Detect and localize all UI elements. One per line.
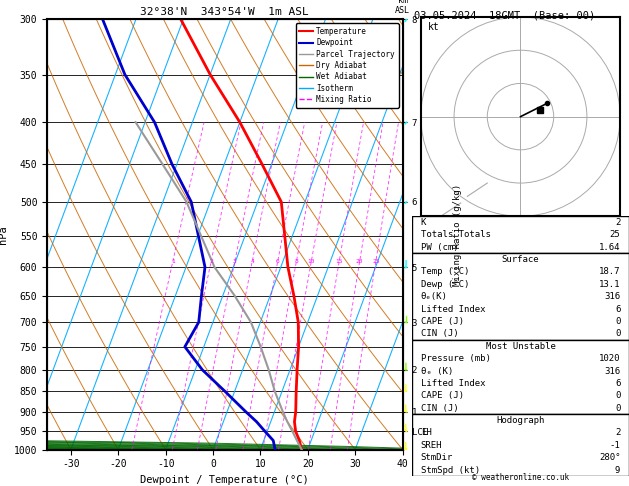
Text: 25: 25 — [372, 259, 380, 263]
Text: 18.7: 18.7 — [599, 267, 620, 277]
Text: 316: 316 — [604, 366, 620, 376]
Text: 10: 10 — [308, 259, 315, 263]
Text: SREH: SREH — [421, 441, 442, 450]
Text: StmDir: StmDir — [421, 453, 453, 462]
Y-axis label: Mixing Ratio (g/kg): Mixing Ratio (g/kg) — [453, 183, 462, 286]
Text: -1: -1 — [610, 441, 620, 450]
Text: StmSpd (kt): StmSpd (kt) — [421, 466, 480, 475]
Text: 20: 20 — [356, 259, 364, 263]
Text: θₑ(K): θₑ(K) — [421, 292, 448, 301]
Bar — [412, 216, 629, 253]
Text: Surface: Surface — [502, 255, 539, 264]
Text: km
ASL: km ASL — [395, 0, 410, 15]
Text: 2: 2 — [615, 429, 620, 437]
Text: 0: 0 — [615, 330, 620, 338]
Text: Temp (°C): Temp (°C) — [421, 267, 469, 277]
Text: 3: 3 — [233, 259, 237, 263]
Text: 316: 316 — [604, 292, 620, 301]
Text: 15: 15 — [335, 259, 343, 263]
Bar — [412, 340, 629, 415]
Text: 1.64: 1.64 — [599, 243, 620, 252]
Text: 9: 9 — [615, 466, 620, 475]
Text: 4: 4 — [250, 259, 254, 263]
Text: 0: 0 — [615, 404, 620, 413]
Text: Totals Totals: Totals Totals — [421, 230, 491, 239]
Text: 1: 1 — [171, 259, 175, 263]
Text: 03.05.2024  18GMT  (Base: 00): 03.05.2024 18GMT (Base: 00) — [414, 11, 595, 21]
Text: © weatheronline.co.uk: © weatheronline.co.uk — [472, 473, 569, 482]
Text: CIN (J): CIN (J) — [421, 330, 459, 338]
Text: Lifted Index: Lifted Index — [421, 305, 485, 313]
Text: 8: 8 — [294, 259, 298, 263]
Text: 6: 6 — [615, 305, 620, 313]
Text: 2: 2 — [209, 259, 213, 263]
Text: 6: 6 — [276, 259, 280, 263]
Text: 6: 6 — [615, 379, 620, 388]
Text: Dewp (°C): Dewp (°C) — [421, 280, 469, 289]
X-axis label: Dewpoint / Temperature (°C): Dewpoint / Temperature (°C) — [140, 475, 309, 485]
Text: Lifted Index: Lifted Index — [421, 379, 485, 388]
Text: EH: EH — [421, 429, 431, 437]
Text: PW (cm): PW (cm) — [421, 243, 459, 252]
Text: kt: kt — [428, 22, 439, 32]
Text: 0: 0 — [615, 391, 620, 400]
Text: 13.1: 13.1 — [599, 280, 620, 289]
Text: 280°: 280° — [599, 453, 620, 462]
Text: Pressure (mb): Pressure (mb) — [421, 354, 491, 363]
Text: 2: 2 — [615, 218, 620, 227]
Text: K: K — [421, 218, 426, 227]
Legend: Temperature, Dewpoint, Parcel Trajectory, Dry Adiabat, Wet Adiabat, Isotherm, Mi: Temperature, Dewpoint, Parcel Trajectory… — [296, 23, 399, 107]
Text: CAPE (J): CAPE (J) — [421, 391, 464, 400]
Title: 32°38'N  343°54'W  1m ASL: 32°38'N 343°54'W 1m ASL — [140, 7, 309, 17]
Text: 0: 0 — [615, 317, 620, 326]
Text: CAPE (J): CAPE (J) — [421, 317, 464, 326]
Text: CIN (J): CIN (J) — [421, 404, 459, 413]
Text: Hodograph: Hodograph — [496, 416, 545, 425]
Y-axis label: hPa: hPa — [0, 225, 8, 244]
Bar — [412, 253, 629, 340]
Text: Most Unstable: Most Unstable — [486, 342, 555, 351]
Bar — [412, 415, 629, 476]
Text: 25: 25 — [610, 230, 620, 239]
Text: θₑ (K): θₑ (K) — [421, 366, 453, 376]
Text: 1020: 1020 — [599, 354, 620, 363]
